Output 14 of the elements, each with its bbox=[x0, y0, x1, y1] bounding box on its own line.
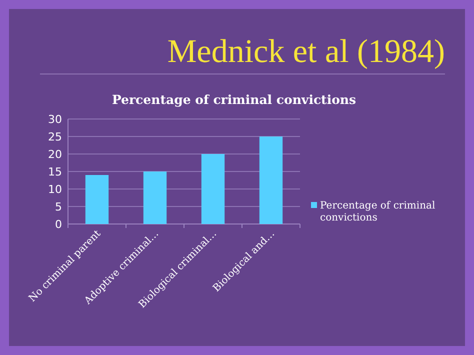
bar bbox=[201, 154, 225, 224]
chart-subtitle: Percentage of criminal convictions bbox=[112, 92, 356, 107]
chart-title: Mednick et al (1984) bbox=[167, 34, 445, 70]
y-tick-label: 25 bbox=[48, 130, 62, 144]
y-tick-label: 0 bbox=[55, 218, 62, 231]
legend-label: Percentage of criminal convictions bbox=[320, 200, 436, 224]
y-tick-label: 15 bbox=[48, 165, 62, 178]
y-tick-label: 20 bbox=[48, 148, 62, 161]
bar bbox=[85, 175, 109, 224]
bar bbox=[259, 136, 283, 224]
y-tick-label: 5 bbox=[55, 200, 62, 214]
y-tick-label: 10 bbox=[48, 182, 62, 196]
bar bbox=[143, 172, 167, 224]
y-tick-label: 30 bbox=[48, 112, 62, 126]
